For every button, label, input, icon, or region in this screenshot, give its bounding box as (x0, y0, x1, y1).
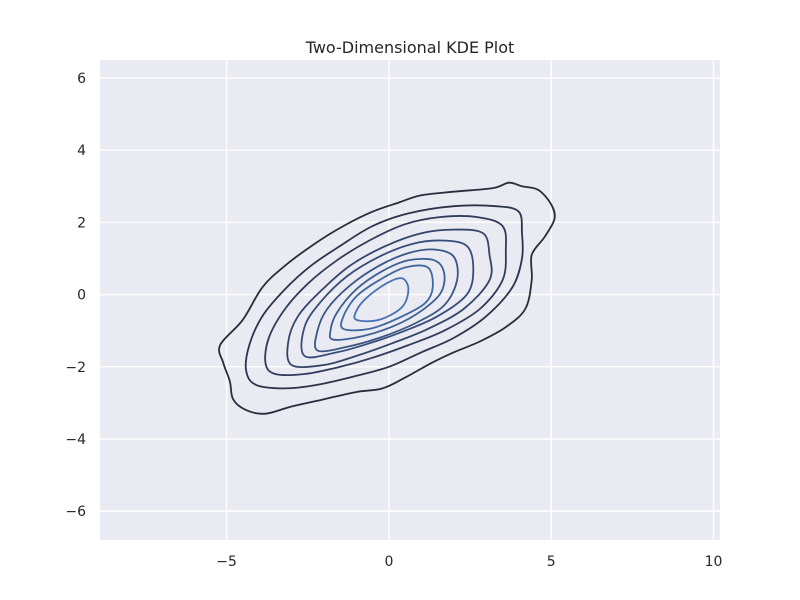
x-tick-label: 0 (384, 554, 393, 570)
x-axis-tick-labels: −5 0 5 10 (216, 554, 722, 570)
contour-lines (218, 181, 556, 415)
y-tick-label: 6 (77, 71, 86, 87)
y-tick-label: −6 (65, 504, 86, 520)
x-tick-label: 5 (547, 554, 556, 570)
y-tick-label: −4 (65, 432, 86, 448)
y-tick-label: 2 (77, 215, 86, 231)
contour-level-6 (314, 248, 459, 353)
contour-level-1 (218, 181, 556, 415)
contour-level-7 (328, 257, 446, 341)
contour-level-5 (300, 239, 475, 359)
y-tick-label: 4 (77, 143, 86, 159)
y-axis-tick-labels: −6 −4 −2 0 2 4 6 (65, 71, 86, 520)
contour-level-3 (264, 215, 507, 377)
y-tick-label: 0 (77, 288, 86, 304)
x-tick-label: 10 (705, 554, 723, 570)
contour-level-9 (353, 277, 410, 323)
chart-title: Two-Dimensional KDE Plot (305, 38, 515, 57)
x-tick-label: −5 (216, 554, 237, 570)
contour-level-2 (244, 204, 524, 390)
contour-level-8 (340, 264, 434, 332)
y-tick-label: −2 (65, 360, 86, 376)
contour-level-4 (286, 228, 493, 369)
plot-area (100, 60, 720, 540)
